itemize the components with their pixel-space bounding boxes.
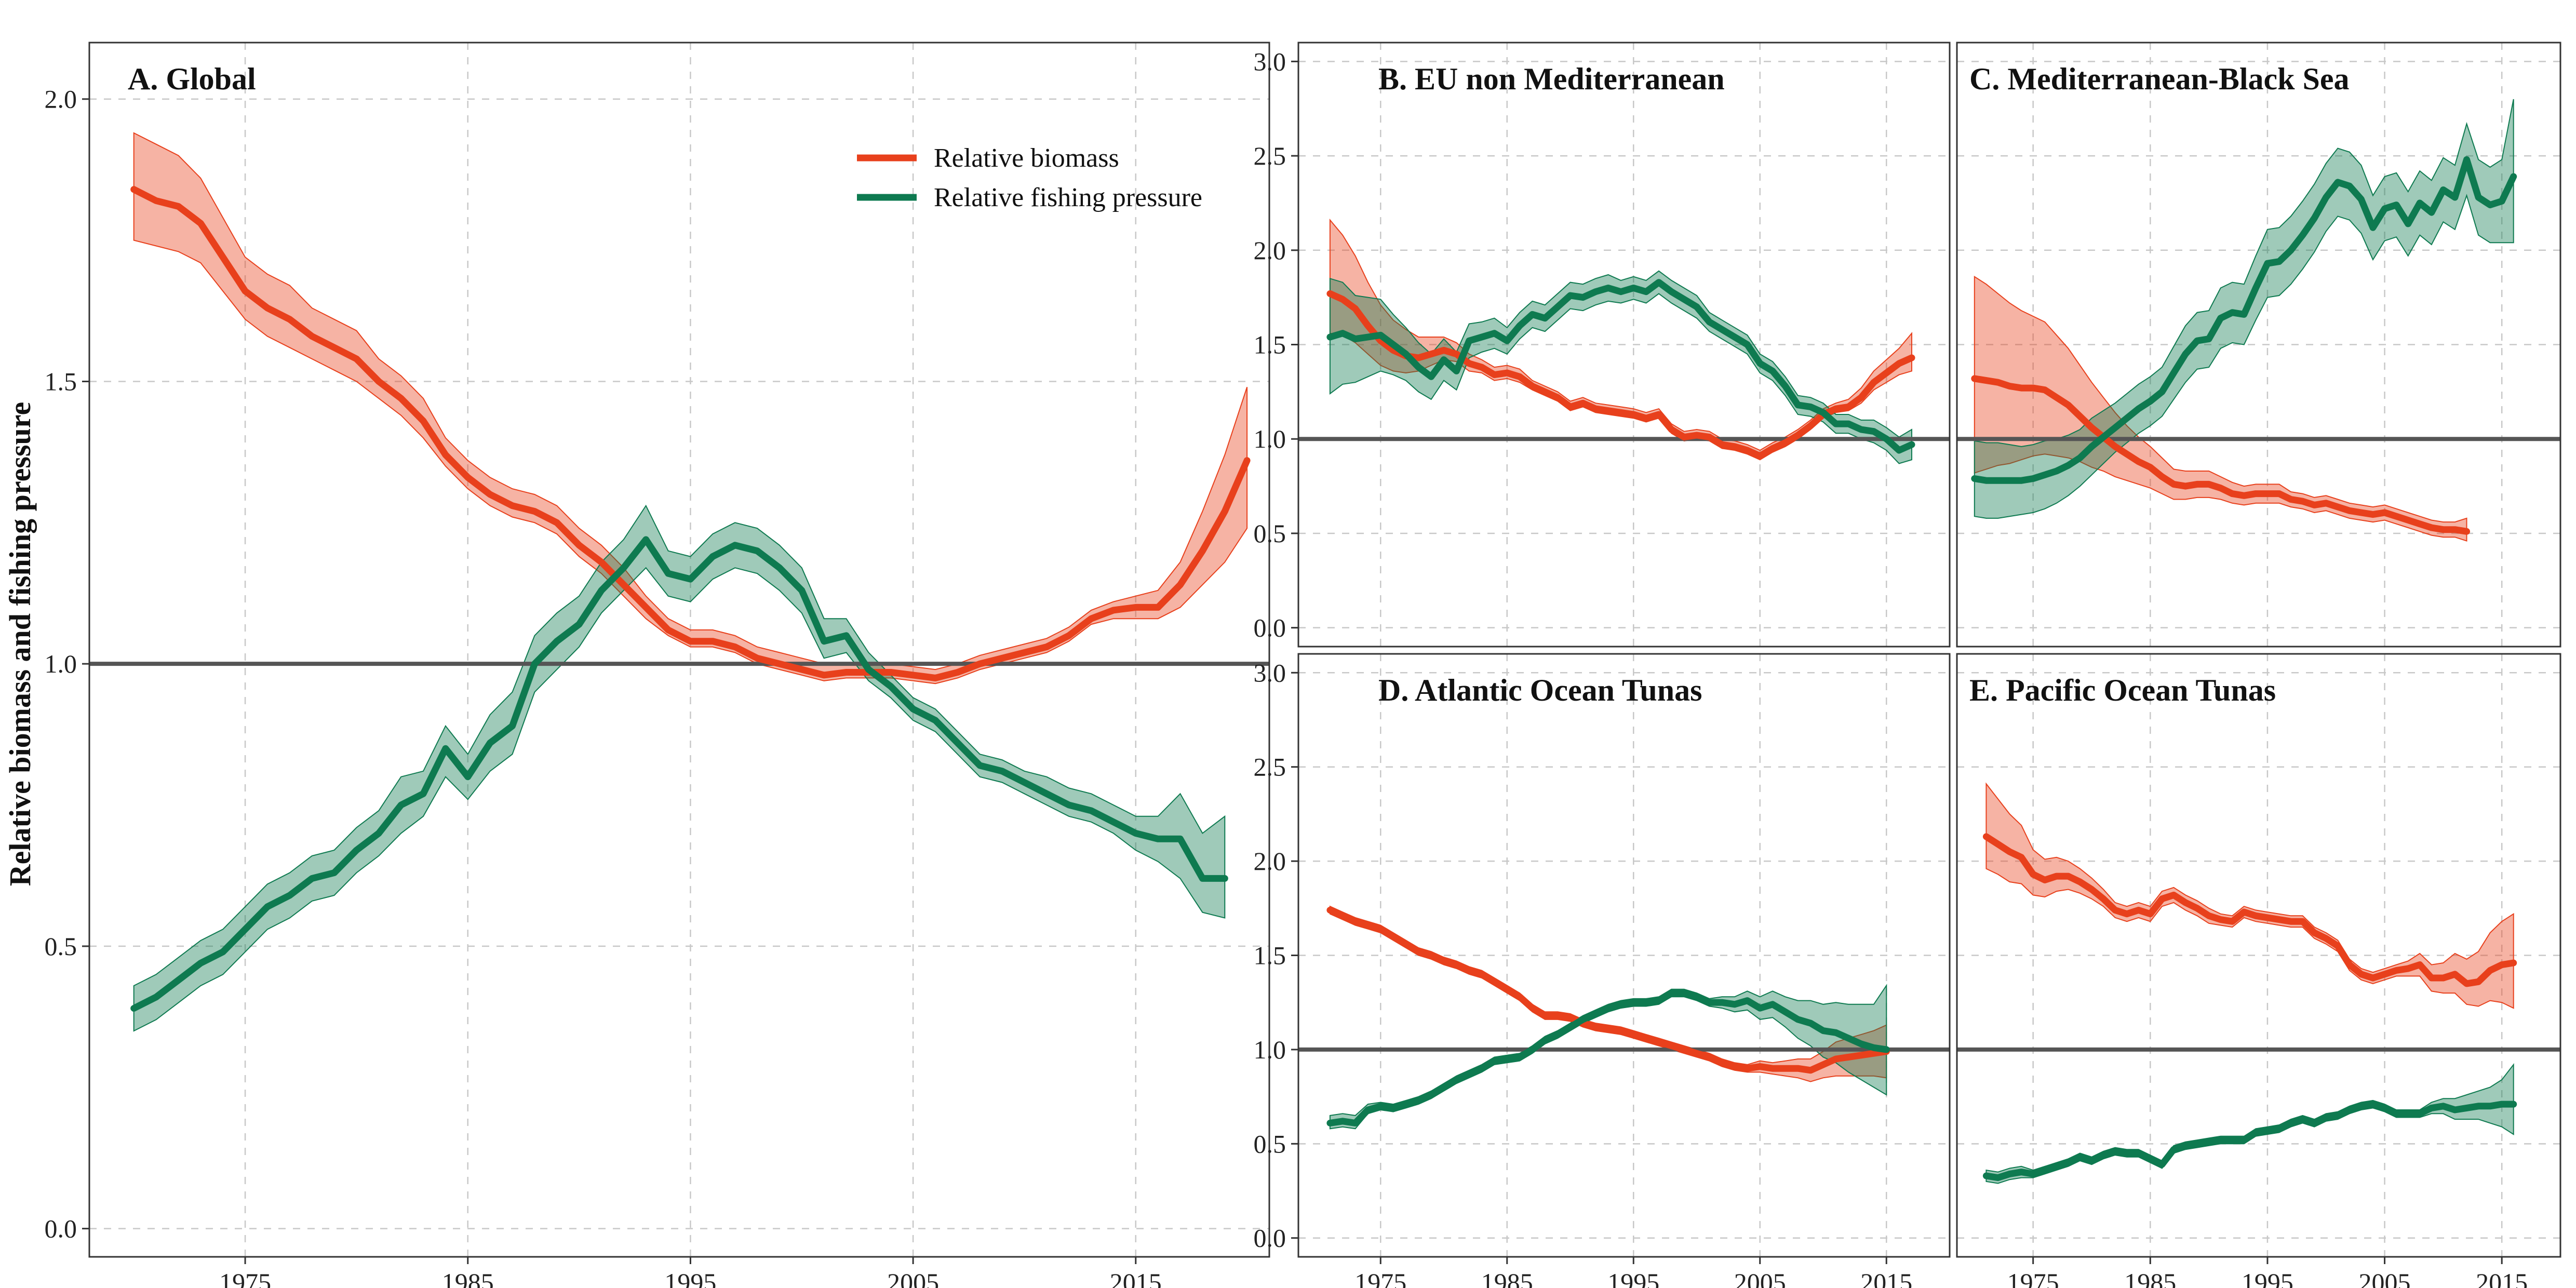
- y-tick-label: 0.5: [1254, 1129, 1286, 1158]
- series-line-fishing-pressure: [1982, 1101, 2517, 1182]
- x-tick-label: 2015: [1110, 1268, 1162, 1288]
- x-tick-label: 2015: [1860, 1268, 1912, 1288]
- series-line-biomass: [1971, 375, 2470, 535]
- y-axis-label: Relative biomass and fishing pressure: [3, 402, 37, 886]
- series-line-biomass: [1326, 290, 1915, 460]
- y-tick-label: 2.5: [1254, 141, 1286, 170]
- x-tick-label: 2005: [2359, 1268, 2411, 1288]
- plot-area: [1957, 99, 2560, 542]
- panel-E: 1975 1985 1995 2005 2015 E. Pacific Ocean Tun…: [1956, 653, 2561, 1288]
- y-tick-label: 1.5: [1254, 330, 1286, 359]
- legend: Relative biomass Relative fishing pressur…: [857, 143, 1202, 212]
- y-tick-label: 0.0: [1254, 613, 1286, 642]
- x-tick-label: 2005: [1734, 1268, 1786, 1288]
- x-tick-label: 1995: [1607, 1268, 1659, 1288]
- confidence-band-fishing-pressure: [133, 504, 1226, 1032]
- plot-area: [1957, 782, 2560, 1184]
- legend-label: Relative fishing pressure: [934, 183, 1202, 212]
- y-tick-label: 0.5: [45, 932, 77, 961]
- y-tick-label: 0.5: [1254, 519, 1286, 548]
- series-line-biomass: [130, 186, 1251, 681]
- series-line-fishing-pressure: [1971, 156, 2517, 484]
- y-tick-label: 3.0: [1254, 658, 1286, 687]
- x-tick-label: 1975: [1354, 1268, 1406, 1288]
- plot-area: [89, 132, 1269, 1032]
- y-tick-label: 1.0: [1254, 424, 1286, 453]
- panel-title: E. Pacific Ocean Tunas: [1969, 673, 2276, 707]
- legend-label: Relative biomass: [934, 143, 1119, 173]
- y-tick-label: 1.5: [45, 367, 77, 396]
- x-tick-label: 1985: [442, 1268, 494, 1288]
- x-tick-label: 2015: [2476, 1268, 2528, 1288]
- panel-title: D. Atlantic Ocean Tunas: [1378, 673, 1702, 707]
- y-tick-label: 2.5: [1254, 753, 1286, 782]
- x-tick-label: 1975: [2007, 1268, 2059, 1288]
- panel-B: 0.0 0.5 1.0 1.5 2.0 2.5 3.0 B. EU non Mediterra…: [1254, 42, 1951, 648]
- y-tick-label: 3.0: [1254, 47, 1286, 76]
- panel-frame: [1956, 42, 2561, 648]
- y-tick-label: 2.0: [1254, 847, 1286, 876]
- y-tick-label: 0.0: [45, 1214, 77, 1243]
- confidence-band-biomass: [133, 132, 1248, 685]
- panel-title: A. Global: [128, 62, 256, 96]
- panel-A: 0.0 0.5 1.0 1.5 2.0 1975 1985 1995 2005 2015 A. Gl…: [45, 42, 1270, 1288]
- panel-C: C. Mediterranean-Black Sea: [1956, 42, 2561, 648]
- y-tick-label: 2.0: [1254, 236, 1286, 265]
- y-tick-label: 1.5: [1254, 941, 1286, 970]
- panel-D: 0.0 0.5 1.0 1.5 2.0 2.5 3.0 1975 1985 1995 2005 201…: [1254, 653, 1951, 1288]
- panels: 0.0 0.5 1.0 1.5 2.0 1975 1985 1995 2005 2015 A. Gl…: [45, 42, 2561, 1288]
- confidence-band-biomass: [1985, 782, 2514, 1009]
- x-tick-label: 1995: [664, 1268, 716, 1288]
- x-tick-label: 2005: [887, 1268, 939, 1288]
- x-tick-label: 1985: [1481, 1268, 1533, 1288]
- series-line-biomass: [1326, 906, 1890, 1074]
- plot-area: [1298, 905, 1950, 1130]
- x-tick-label: 1995: [2242, 1268, 2293, 1288]
- y-tick-label: 1.0: [1254, 1035, 1286, 1064]
- x-tick-label: 1975: [219, 1268, 271, 1288]
- y-tick-label: 0.0: [1254, 1224, 1286, 1253]
- y-tick-label: 1.0: [45, 649, 77, 678]
- confidence-band-biomass: [1329, 905, 1887, 1082]
- series-line-biomass: [1982, 833, 2517, 987]
- series-line-fishing-pressure: [1326, 279, 1915, 454]
- x-tick-label: 1985: [2124, 1268, 2176, 1288]
- y-tick-label: 2.0: [45, 85, 77, 114]
- series-line-fishing-pressure: [130, 536, 1228, 1012]
- panel-title: B. EU non Mediterranean: [1378, 62, 1725, 96]
- panel-frame: [88, 42, 1270, 1258]
- series-line-fishing-pressure: [1326, 989, 1890, 1126]
- plot-area: [1298, 218, 1950, 464]
- confidence-band-fishing-pressure: [1329, 270, 1912, 464]
- panel-frame: [1956, 653, 2561, 1258]
- panel-title: C. Mediterranean-Black Sea: [1969, 62, 2350, 96]
